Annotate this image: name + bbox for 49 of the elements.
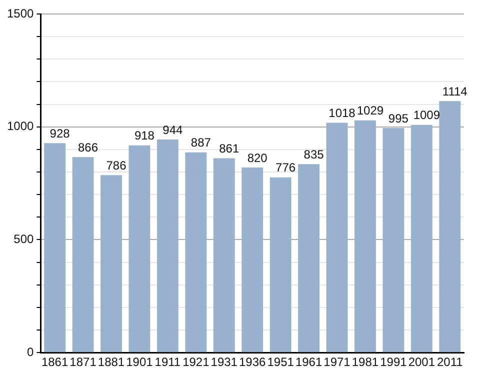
y-tick-label: 0 — [27, 344, 34, 359]
x-tick-label: 1936 — [238, 355, 266, 370]
bar — [326, 122, 348, 352]
bar — [72, 157, 94, 352]
bar — [185, 152, 207, 352]
data-label: 944 — [162, 122, 184, 137]
bar — [44, 143, 66, 352]
x-tick-label: 2011 — [436, 355, 464, 370]
data-label: 887 — [190, 136, 212, 150]
data-label: 1029 — [356, 104, 384, 118]
x-tick-label: 1871 — [70, 355, 97, 370]
data-label: 866 — [78, 140, 98, 154]
data-label: 776 — [276, 160, 296, 175]
x-tick-label: 2001 — [408, 355, 436, 370]
data-label: 1114 — [442, 84, 468, 98]
bar — [270, 177, 292, 352]
data-label: 918 — [134, 128, 155, 143]
bar — [298, 164, 320, 352]
x-tick-label: 1921 — [182, 355, 210, 370]
x-tick-label: 1991 — [380, 355, 408, 370]
bar — [354, 120, 376, 352]
data-label: 995 — [388, 111, 409, 126]
y-tick-label: 1500 — [6, 6, 34, 20]
bar — [382, 128, 404, 352]
x-tick-label: 1961 — [295, 355, 322, 370]
x-tick-label: 1971 — [324, 355, 351, 370]
x-tick-label: 1861 — [41, 355, 68, 370]
bar — [100, 175, 122, 352]
data-label: 820 — [247, 150, 268, 165]
bar — [242, 168, 264, 352]
data-label: 1018 — [328, 106, 356, 120]
y-tick-label: 500 — [14, 232, 34, 246]
x-tick-label: 1881 — [98, 355, 125, 370]
x-tick-label: 1951 — [267, 355, 294, 370]
data-label: 1009 — [413, 108, 440, 122]
data-label: 928 — [50, 126, 70, 140]
data-label: 861 — [219, 142, 240, 156]
x-tick-label: 1931 — [210, 355, 238, 370]
x-tick-label: 1901 — [126, 355, 154, 370]
bar — [439, 101, 461, 352]
x-tick-label: 1911 — [154, 355, 181, 370]
data-label: 786 — [106, 158, 127, 172]
bar — [213, 158, 235, 352]
data-label: 835 — [304, 147, 324, 162]
y-tick-label: 1000 — [6, 119, 34, 134]
bar — [156, 140, 178, 352]
bar — [128, 145, 150, 352]
bar — [410, 124, 432, 352]
x-tick-label: 1981 — [352, 355, 379, 370]
